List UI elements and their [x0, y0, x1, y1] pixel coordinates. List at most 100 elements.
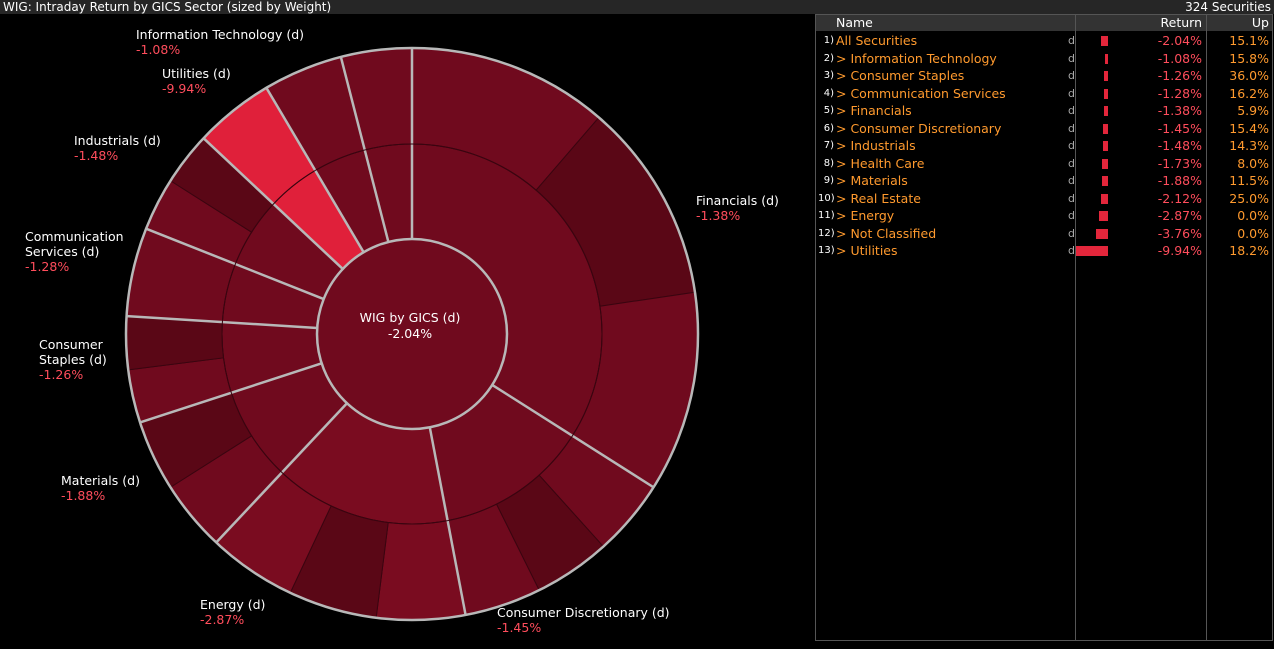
- table-row[interactable]: 12) > Not Classified d -3.76% 0.0%: [816, 225, 1272, 243]
- row-up: 14.3%: [1229, 138, 1269, 153]
- row-name: > Materials: [836, 173, 908, 188]
- title-bar: WIG: Intraday Return by GICS Sector (siz…: [0, 0, 1274, 14]
- row-flag: d: [1068, 121, 1075, 135]
- label-information-technology[interactable]: Information Technology (d) -1.08%: [136, 27, 305, 57]
- row-name: All Securities: [836, 33, 918, 48]
- sunburst-ring: [124, 46, 700, 622]
- row-name: > Health Care: [836, 155, 925, 171]
- label-materials[interactable]: Materials (d) -1.88%: [61, 473, 140, 503]
- row-index: 7): [823, 140, 834, 151]
- row-flag: d: [1068, 156, 1075, 170]
- label-energy[interactable]: Energy (d) -2.87%: [200, 597, 266, 627]
- row-name: > Utilities: [836, 243, 898, 258]
- label-consumer-staples[interactable]: Consumer Staples (d) -1.26%: [39, 337, 107, 382]
- row-flag: d: [1068, 209, 1075, 222]
- row-up: 15.8%: [1229, 50, 1269, 66]
- row-name: > Real Estate: [836, 190, 921, 206]
- center-return: -2.04%: [387, 326, 433, 341]
- row-flag: d: [1068, 69, 1075, 82]
- row-return: -1.08%: [1157, 50, 1202, 66]
- table-row[interactable]: 11) > Energy d -2.87% 0.0%: [816, 207, 1272, 225]
- return-bar: [1103, 123, 1108, 134]
- row-up: 36.0%: [1229, 68, 1269, 83]
- table-row[interactable]: 7) > Industrials d -1.48% 14.3%: [816, 137, 1272, 155]
- row-flag: d: [1068, 51, 1075, 65]
- table-header: Name Return Up: [816, 15, 1272, 31]
- label-utilities[interactable]: Utilities (d) -9.94%: [162, 66, 231, 96]
- row-name: > Communication Services: [836, 85, 1006, 101]
- row-index: 13): [818, 245, 835, 256]
- return-bar: [1103, 141, 1108, 151]
- row-name: > Energy: [836, 208, 895, 223]
- row-return: -1.28%: [1157, 85, 1202, 101]
- row-index: 3): [823, 70, 834, 81]
- row-up: 0.0%: [1237, 208, 1269, 223]
- row-up: 16.2%: [1229, 85, 1269, 101]
- table-row[interactable]: 3) > Consumer Staples d -1.26% 36.0%: [816, 67, 1272, 85]
- return-bar: [1101, 193, 1108, 204]
- row-index: 12): [818, 227, 835, 239]
- sector-divider: [491, 383, 655, 489]
- row-flag: d: [1068, 139, 1075, 152]
- table-row[interactable]: 2) > Information Technology d -1.08% 15.8%: [816, 50, 1272, 68]
- table-row[interactable]: 8) > Health Care d -1.73% 8.0%: [816, 155, 1272, 173]
- row-return: -1.26%: [1157, 68, 1202, 83]
- table-row[interactable]: 4) > Communication Services d -1.28% 16.2%: [816, 85, 1272, 103]
- return-bar: [1101, 36, 1108, 46]
- header-name[interactable]: Name: [836, 15, 873, 30]
- row-return: -3.76%: [1157, 225, 1202, 241]
- window-title: WIG: Intraday Return by GICS Sector (siz…: [3, 0, 332, 14]
- row-name: > Industrials: [836, 138, 916, 153]
- sunburst-chart[interactable]: [0, 14, 812, 649]
- label-communication-services[interactable]: Communication Services (d) -1.28%: [25, 229, 124, 274]
- label-consumer-discretionary[interactable]: Consumer Discretionary (d) -1.45%: [497, 605, 670, 635]
- row-return: -2.12%: [1157, 190, 1202, 206]
- row-index: 10): [818, 192, 835, 204]
- return-bar: [1103, 71, 1108, 81]
- label-industrials[interactable]: Industrials (d) -1.48%: [74, 133, 161, 163]
- sector-divider: [265, 87, 365, 253]
- header-up[interactable]: Up: [1251, 15, 1269, 30]
- return-bar: [1076, 246, 1108, 256]
- row-index: 1): [823, 35, 834, 46]
- row-flag: d: [1068, 191, 1075, 205]
- table-row[interactable]: 10) > Real Estate d -2.12% 25.0%: [816, 190, 1272, 208]
- row-return: -1.45%: [1157, 120, 1202, 136]
- row-name: > Not Classified: [836, 225, 937, 241]
- sector-table: Name Return Up 1) All Securities d -2.04% 15…: [815, 14, 1273, 641]
- table-row[interactable]: 6) > Consumer Discretionary d -1.45% 15.4%: [816, 120, 1272, 138]
- return-bar: [1104, 53, 1108, 64]
- row-flag: d: [1068, 34, 1075, 47]
- row-index: 11): [818, 210, 835, 221]
- row-index: 6): [823, 122, 834, 134]
- label-financials[interactable]: Financials (d) -1.38%: [696, 193, 779, 223]
- row-up: 5.9%: [1237, 103, 1269, 118]
- sector-divider: [428, 427, 467, 616]
- row-up: 15.1%: [1229, 33, 1269, 48]
- row-up: 25.0%: [1229, 190, 1269, 206]
- row-return: -1.38%: [1157, 103, 1202, 118]
- row-flag: d: [1068, 104, 1075, 117]
- sunburst-center-label[interactable]: WIG by GICS (d) -2.04%: [330, 310, 490, 342]
- table-row[interactable]: 5) > Financials d -1.38% 5.9%: [816, 102, 1272, 120]
- row-return: -1.48%: [1157, 138, 1202, 153]
- sunburst-core[interactable]: [315, 237, 509, 431]
- row-name: > Financials: [836, 103, 912, 118]
- row-index: 8): [823, 157, 834, 169]
- row-return: -2.87%: [1157, 208, 1202, 223]
- return-bar: [1103, 88, 1108, 99]
- row-return: -1.73%: [1157, 155, 1202, 171]
- row-index: 5): [823, 105, 834, 116]
- row-flag: d: [1068, 244, 1075, 257]
- column-divider: [1075, 15, 1076, 640]
- table-row[interactable]: 9) > Materials d -1.88% 11.5%: [816, 172, 1272, 190]
- securities-count: 324 Securities: [1185, 0, 1271, 14]
- table-row[interactable]: 13) > Utilities d -9.94% 18.2%: [816, 242, 1272, 260]
- row-index: 4): [823, 87, 834, 99]
- header-return[interactable]: Return: [1160, 15, 1202, 30]
- row-return: -9.94%: [1157, 243, 1202, 258]
- center-name: WIG by GICS (d): [359, 310, 461, 325]
- table-row[interactable]: 1) All Securities d -2.04% 15.1%: [816, 32, 1272, 50]
- row-name: > Consumer Discretionary: [836, 120, 1002, 136]
- row-up: 0.0%: [1237, 225, 1269, 241]
